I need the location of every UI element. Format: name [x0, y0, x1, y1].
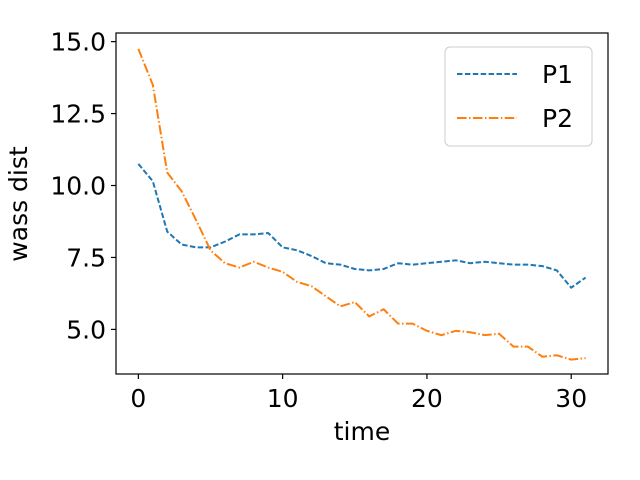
- series-lines: [137, 48, 587, 361]
- x-tick-label: 20: [411, 384, 443, 413]
- y-tick-label: 10.0: [50, 172, 106, 201]
- x-axis-label: time: [334, 417, 390, 446]
- y-axis: 5.0 7.5 10.0 12.5 15.0: [50, 28, 116, 344]
- legend-box: [444, 46, 593, 147]
- y-axis-label: wass dist: [4, 146, 33, 262]
- x-tick-label: 10: [267, 384, 299, 413]
- y-tick-label: 12.5: [50, 100, 106, 129]
- x-tick-label: 30: [555, 384, 587, 413]
- series-line-p2: [137, 48, 586, 361]
- y-tick-label: 7.5: [66, 243, 106, 272]
- x-axis: 0 10 20 30: [130, 374, 587, 413]
- series-line-p1: [137, 163, 587, 290]
- legend-label-p1: P1: [542, 60, 573, 89]
- y-tick-label: 15.0: [50, 28, 106, 57]
- plot-frame: [115, 32, 609, 375]
- legend-label-p2: P2: [542, 104, 573, 133]
- x-tick-label: 0: [130, 384, 146, 413]
- y-tick-label: 5.0: [66, 315, 106, 344]
- legend: P1 P2: [444, 46, 593, 147]
